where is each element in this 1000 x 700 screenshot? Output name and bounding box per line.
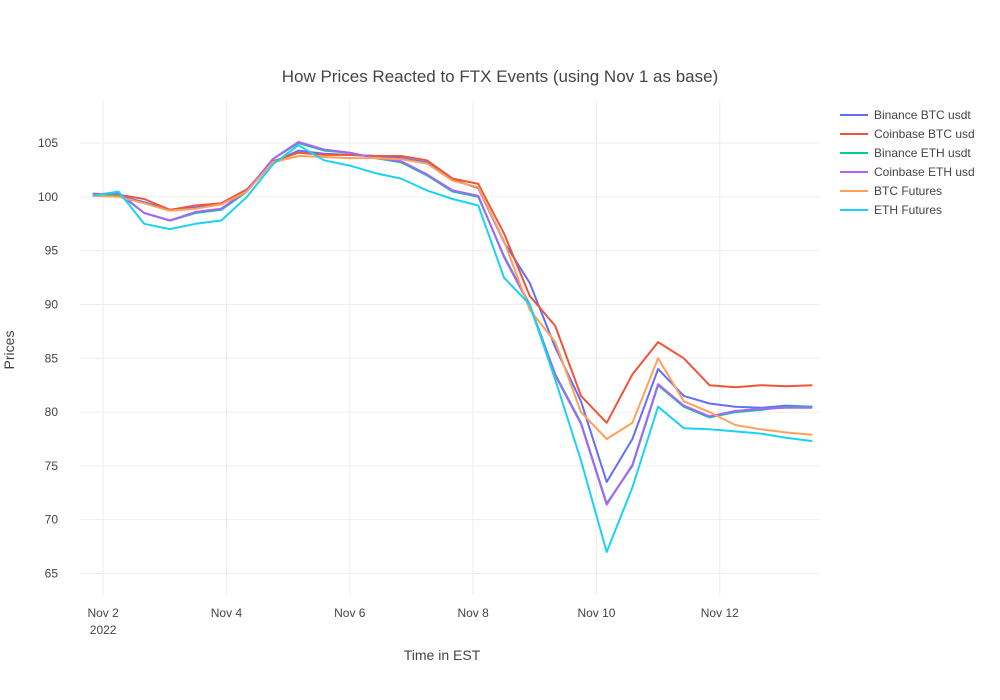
y-tick-label: 75 <box>45 459 59 473</box>
legend-item-label: BTC Futures <box>874 184 942 198</box>
series-line-5 <box>92 144 813 553</box>
y-tick-label: 85 <box>45 351 59 365</box>
x-tick-label: Nov 8 <box>457 606 489 620</box>
y-tick-label: 105 <box>38 136 58 150</box>
x-tick-label: Nov 12 <box>701 606 739 620</box>
legend: Binance BTC usdt Coinbase BTC usd Binance … <box>840 108 975 217</box>
x-tick-label: Nov 10 <box>577 606 615 620</box>
x-tick-label: Nov 6 <box>334 606 366 620</box>
legend-item-label: Coinbase BTC usd <box>874 127 975 141</box>
x-tick-sublabel: 2022 <box>90 623 117 637</box>
series-layer <box>92 141 813 553</box>
legend-item-label: Coinbase ETH usd <box>874 165 975 179</box>
y-tick-label: 70 <box>45 513 59 527</box>
series-line-4 <box>92 155 813 440</box>
chart-title: How Prices Reacted to FTX Events (using … <box>282 67 719 86</box>
series-line-1 <box>92 151 813 424</box>
series-line-3 <box>92 141 813 506</box>
legend-item-label: ETH Futures <box>874 203 942 217</box>
y-tick-label: 90 <box>45 297 59 311</box>
y-axis-title: Prices <box>1 331 17 370</box>
y-axis-ticks: 65 70 75 80 85 90 95 100 105 <box>38 136 58 580</box>
x-axis-ticks: Nov 2 2022 Nov 4 Nov 6 Nov 8 Nov 10 Nov 12 <box>87 606 739 637</box>
y-tick-label: 65 <box>45 566 59 580</box>
x-axis-title: Time in EST <box>404 647 481 663</box>
legend-item-label: Binance BTC usdt <box>874 108 971 122</box>
x-tick-label: Nov 2 <box>87 606 119 620</box>
legend-item-label: Binance ETH usdt <box>874 146 971 160</box>
y-tick-label: 80 <box>45 405 59 419</box>
y-tick-label: 100 <box>38 190 58 204</box>
y-tick-label: 95 <box>45 244 59 258</box>
x-tick-label: Nov 4 <box>211 606 243 620</box>
